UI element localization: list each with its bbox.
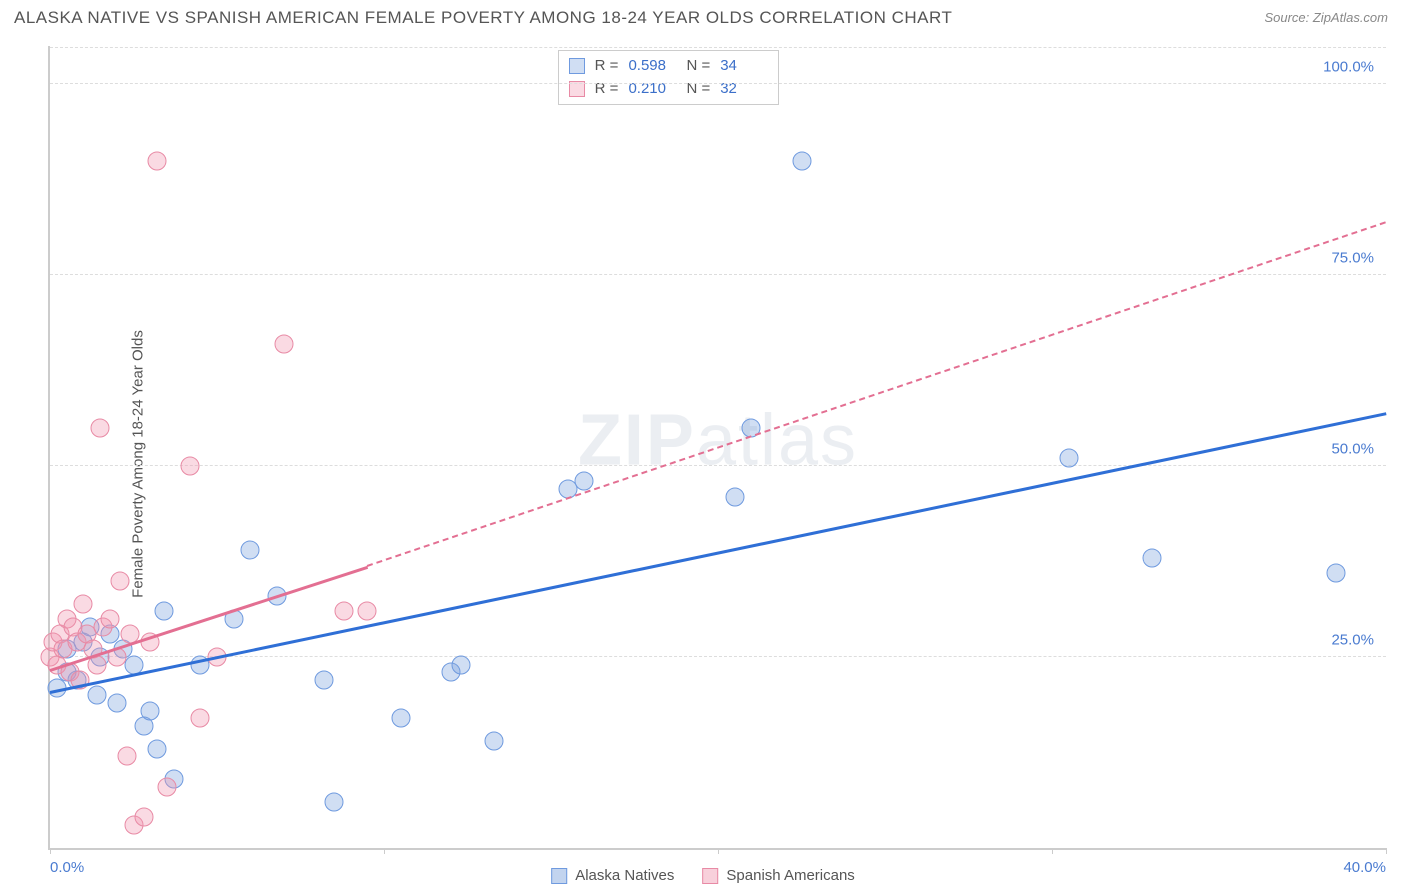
legend-item: Spanish Americans <box>702 867 854 884</box>
data-point-alaska <box>314 670 333 689</box>
y-tick-label: 25.0% <box>1331 632 1374 649</box>
data-point-spanish <box>147 151 166 170</box>
chart-container: Female Poverty Among 18-24 Year Olds ZIP… <box>0 36 1406 892</box>
data-point-spanish <box>111 571 130 590</box>
x-tick-label: 0.0% <box>50 859 84 876</box>
legend-swatch <box>569 58 585 74</box>
source-prefix: Source: <box>1264 10 1312 25</box>
r-label: R = <box>595 55 619 78</box>
n-label: N = <box>686 55 710 78</box>
x-tick <box>718 848 719 854</box>
x-tick <box>1052 848 1053 854</box>
data-point-alaska <box>792 151 811 170</box>
stats-row-spanish: R = 0.210 N = 32 <box>569 78 769 101</box>
gridline <box>50 274 1386 275</box>
data-point-alaska <box>451 655 470 674</box>
plot-area: ZIPatlas R = 0.598 N = 34 R = 0.210 N = 32 25.0… <box>48 46 1386 850</box>
data-point-spanish <box>191 709 210 728</box>
data-point-spanish <box>101 609 120 628</box>
data-point-alaska <box>141 701 160 720</box>
data-point-spanish <box>334 602 353 621</box>
gridline <box>50 83 1386 84</box>
data-point-spanish <box>91 418 110 437</box>
data-point-alaska <box>87 686 106 705</box>
data-point-spanish <box>181 457 200 476</box>
data-point-alaska <box>324 793 343 812</box>
data-point-alaska <box>147 739 166 758</box>
r-value: 0.210 <box>628 78 676 101</box>
source-attribution: Source: ZipAtlas.com <box>1264 10 1388 25</box>
legend-label: Spanish Americans <box>726 867 854 884</box>
data-point-alaska <box>1143 548 1162 567</box>
legend-swatch <box>702 868 718 884</box>
data-point-spanish <box>74 594 93 613</box>
x-tick <box>1386 848 1387 854</box>
data-point-alaska <box>391 709 410 728</box>
x-tick <box>50 848 51 854</box>
data-point-alaska <box>1059 449 1078 468</box>
data-point-spanish <box>274 334 293 353</box>
gridline <box>50 465 1386 466</box>
data-point-alaska <box>107 693 126 712</box>
data-point-spanish <box>157 777 176 796</box>
x-tick <box>384 848 385 854</box>
data-point-alaska <box>725 487 744 506</box>
chart-title: ALASKA NATIVE VS SPANISH AMERICAN FEMALE… <box>14 8 952 28</box>
data-point-spanish <box>358 602 377 621</box>
n-value: 34 <box>720 55 768 78</box>
source-link[interactable]: ZipAtlas.com <box>1313 10 1388 25</box>
legend-swatch <box>551 868 567 884</box>
data-point-alaska <box>1326 564 1345 583</box>
y-tick-label: 100.0% <box>1323 59 1374 76</box>
correlation-stats-legend: R = 0.598 N = 34 R = 0.210 N = 32 <box>558 50 780 105</box>
watermark-bold: ZIP <box>578 400 696 480</box>
legend-item: Alaska Natives <box>551 867 674 884</box>
legend-label: Alaska Natives <box>575 867 674 884</box>
y-tick-label: 50.0% <box>1331 441 1374 458</box>
data-point-alaska <box>575 472 594 491</box>
data-point-alaska <box>154 602 173 621</box>
n-value: 32 <box>720 78 768 101</box>
x-tick-label: 40.0% <box>1343 859 1386 876</box>
watermark: ZIPatlas <box>578 399 858 481</box>
gridline <box>50 47 1386 48</box>
r-label: R = <box>595 78 619 101</box>
gridline <box>50 656 1386 657</box>
series-legend: Alaska Natives Spanish Americans <box>551 867 855 884</box>
data-point-spanish <box>134 808 153 827</box>
watermark-thin: atlas <box>696 400 858 480</box>
data-point-alaska <box>485 732 504 751</box>
r-value: 0.598 <box>628 55 676 78</box>
data-point-spanish <box>117 747 136 766</box>
y-tick-label: 75.0% <box>1331 250 1374 267</box>
data-point-alaska <box>241 541 260 560</box>
n-label: N = <box>686 78 710 101</box>
stats-row-alaska: R = 0.598 N = 34 <box>569 55 769 78</box>
